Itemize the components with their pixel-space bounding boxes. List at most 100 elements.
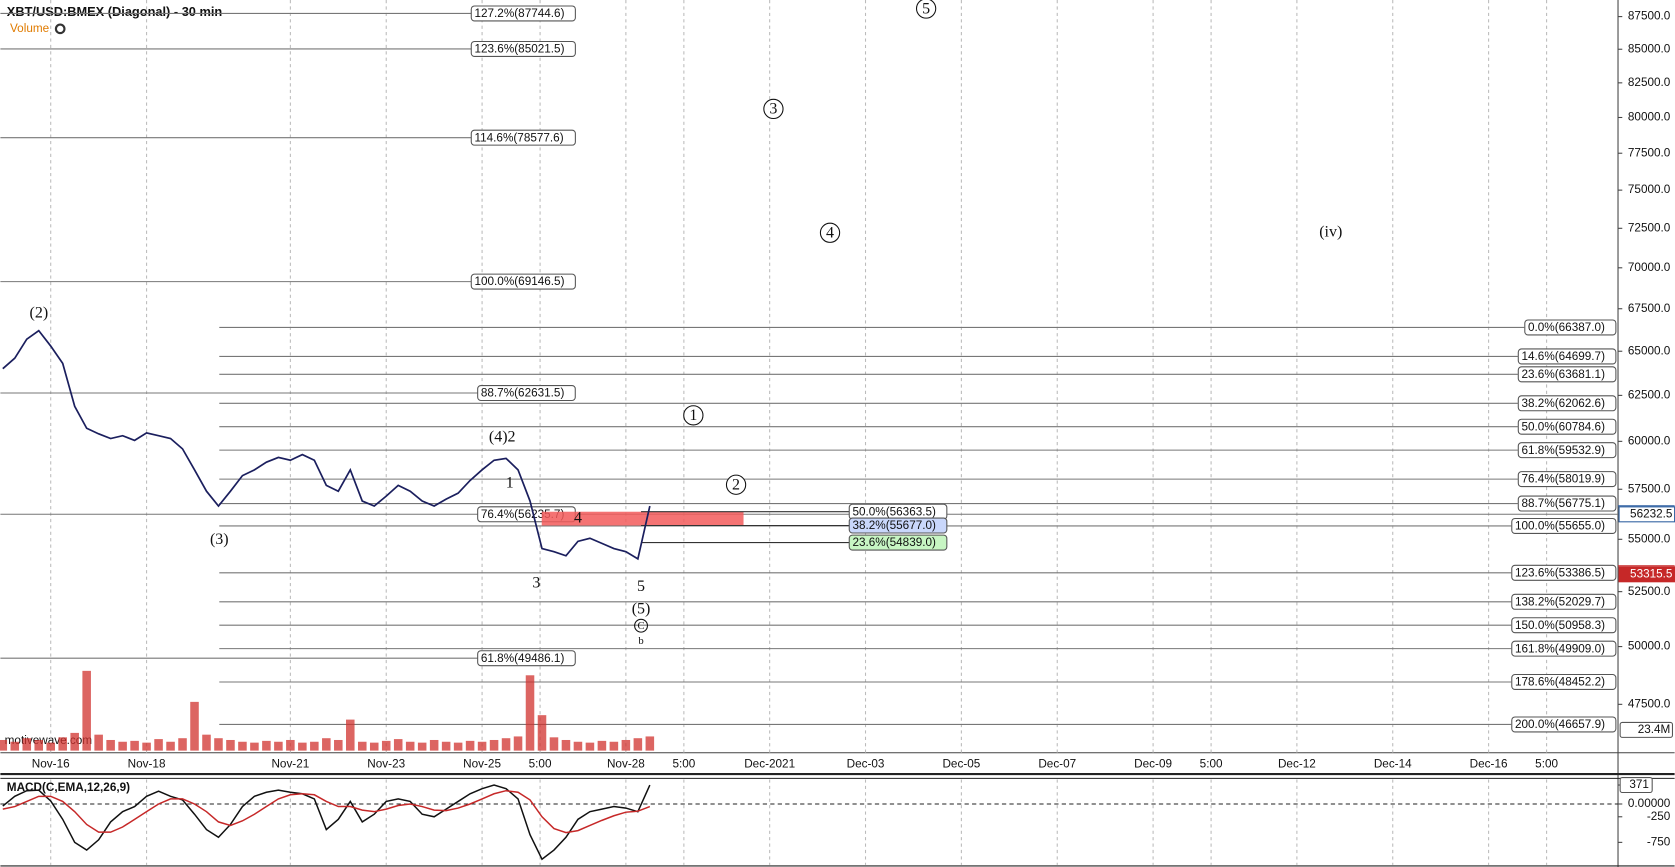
wave-label: (3) — [210, 531, 229, 548]
volume-bar — [346, 719, 355, 751]
fib-label: 138.2%(52029.7) — [1515, 595, 1605, 608]
wave-label: 1 — [689, 407, 697, 424]
volume-bar — [381, 740, 391, 751]
x-tick-label: Dec-07 — [1038, 758, 1076, 771]
wave-label: (4)2 — [489, 428, 516, 445]
wave-label: 1 — [506, 474, 514, 491]
x-tick-label: Nov-21 — [271, 758, 309, 771]
macd-tick-label: 371 — [1629, 778, 1649, 791]
fib-label: 38.2%(55677.0) — [852, 519, 936, 532]
y-tick-label: 75000.0 — [1628, 183, 1671, 196]
volume-bar — [417, 742, 427, 751]
wave-circle — [819, 222, 841, 243]
fib-label: 114.6%(78577.6) — [474, 131, 563, 144]
wave-label: (2) — [30, 305, 49, 322]
chart-title: XBT/USD:BMEX (Diagonal) - 30 min — [7, 4, 223, 19]
volume-bar — [549, 737, 559, 751]
wave-label: 5 — [637, 578, 645, 595]
volume-bar — [274, 741, 283, 751]
y-tick-label: 47500.0 — [1628, 697, 1671, 710]
volume-bar — [250, 742, 259, 751]
fib-label: 88.7%(62631.5) — [481, 387, 565, 400]
volume-bar — [609, 741, 619, 751]
volume-label: Volume — [10, 22, 49, 35]
target-zone — [541, 511, 744, 526]
volume-bar — [0, 739, 8, 751]
y-tick-label: 60000.0 — [1628, 434, 1671, 447]
volume-bar — [633, 738, 643, 751]
wave-label: 3 — [769, 101, 777, 118]
volume-bar — [106, 739, 115, 751]
y-tick-label: 62500.0 — [1628, 388, 1671, 401]
volume-bar — [441, 741, 451, 751]
fib-label: 50.0%(56363.5) — [852, 505, 936, 518]
volume-bar — [465, 740, 475, 751]
volume-bar — [94, 734, 103, 751]
fib-label: 76.4%(58019.9) — [1521, 473, 1605, 486]
fib-label: 0.0%(66387.0) — [1528, 321, 1605, 334]
x-tick-label: Dec-09 — [1134, 758, 1172, 771]
fib-label: 127.2%(87744.6) — [474, 7, 564, 20]
wave-label: 4 — [574, 510, 582, 527]
volume-bar — [429, 739, 439, 751]
wave-circle — [915, 0, 937, 19]
wave-label: 2 — [732, 476, 740, 493]
price-line — [2, 329, 651, 561]
volume-bar — [82, 670, 91, 751]
x-tick-label: Nov-23 — [367, 758, 405, 771]
fib-label: 61.8%(59532.9) — [1521, 444, 1605, 457]
volume-bar — [393, 739, 403, 751]
volume-bar — [214, 738, 223, 751]
fib-label-box — [470, 129, 576, 146]
volume-bar — [166, 741, 175, 751]
volume-bar — [10, 741, 20, 751]
volume-bar — [118, 741, 127, 751]
fib-label-box — [477, 650, 576, 667]
volume-bar — [561, 739, 571, 751]
volume-bar — [513, 736, 523, 751]
volume-bar — [58, 737, 67, 751]
fib-label: 61.8%(49486.1) — [481, 652, 565, 665]
y-tick-label: 70000.0 — [1628, 261, 1671, 274]
volume-bar — [477, 741, 487, 751]
wave-circle — [683, 405, 704, 426]
fib-label: 178.6%(48452.2) — [1515, 676, 1605, 689]
volume-bar — [130, 740, 139, 751]
volume-bar — [238, 741, 247, 751]
x-tick-label: Dec-2021 — [744, 758, 795, 771]
volume-bar — [22, 738, 32, 751]
fib-label: 100.0%(55655.0) — [1515, 520, 1605, 533]
wave-label: C — [637, 620, 644, 632]
volume-bar — [322, 738, 331, 751]
volume-bar — [154, 739, 163, 751]
volume-bar — [334, 739, 343, 751]
macd-tick-label: -250 — [1647, 810, 1671, 823]
x-tick-label: Nov-25 — [463, 758, 501, 771]
settings-icon[interactable] — [54, 23, 66, 35]
volume-bar — [405, 741, 415, 751]
volume-bar — [357, 741, 367, 751]
fib-label-box — [477, 385, 576, 402]
x-tick-label: 5:00 — [1200, 758, 1223, 771]
volume-tag — [1619, 721, 1674, 738]
macd-tag — [1619, 777, 1653, 794]
y-tick-label: 65000.0 — [1628, 344, 1671, 357]
fib-label: 14.6%(64699.7) — [1521, 350, 1605, 363]
volume-bar — [597, 740, 607, 751]
wave-label: 3 — [532, 575, 540, 592]
wave-label: 4 — [826, 225, 834, 242]
volume-bar — [298, 742, 307, 751]
fib-label-box — [848, 534, 948, 551]
volume-bar — [46, 742, 55, 751]
volume-bar — [453, 742, 463, 751]
x-tick-label: Nov-28 — [607, 758, 645, 771]
x-tick-label: Dec-16 — [1470, 758, 1508, 771]
fib-label: 123.6%(85021.5) — [474, 43, 564, 56]
y-tick-label: 55000.0 — [1628, 532, 1671, 545]
macd-tick-label: -750 — [1647, 835, 1671, 848]
wave-circle — [634, 618, 648, 633]
fib-label: 100.0%(69146.5) — [474, 275, 564, 288]
